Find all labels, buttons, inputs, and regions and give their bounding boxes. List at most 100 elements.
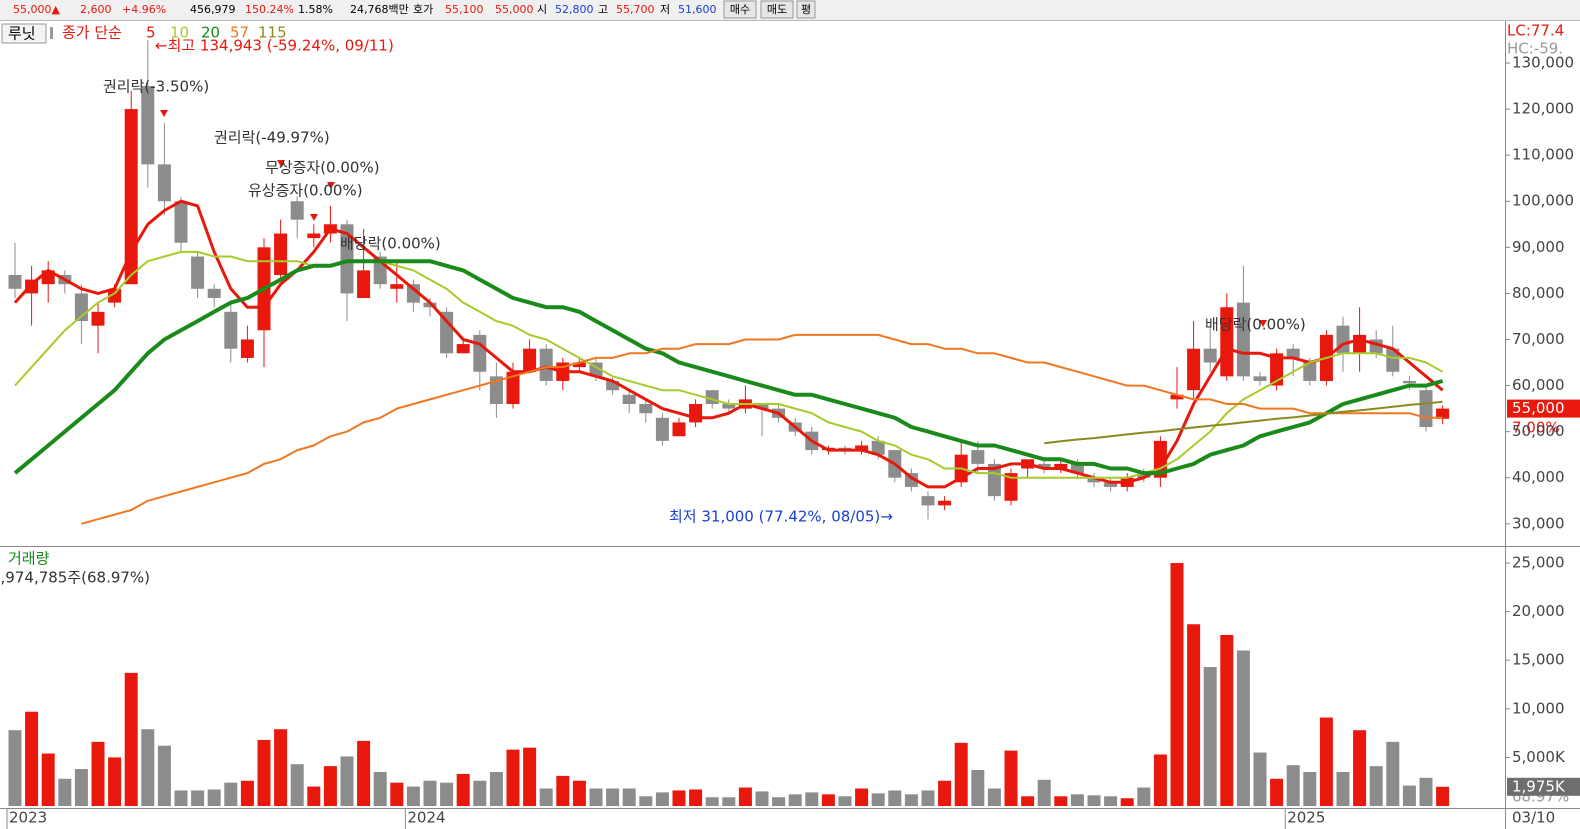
volume-bar bbox=[888, 790, 902, 806]
candle-body bbox=[539, 348, 553, 381]
header-value: 55,000 bbox=[495, 3, 534, 16]
volume-bar bbox=[207, 789, 221, 806]
candle-body bbox=[174, 201, 188, 243]
volume-bar bbox=[1203, 667, 1217, 806]
volume-bar bbox=[1021, 796, 1035, 806]
volume-bar bbox=[1037, 779, 1051, 806]
volume-bar bbox=[1303, 771, 1317, 806]
volume-bar bbox=[456, 773, 470, 806]
volume-y-tick-label: 5,000K bbox=[1512, 748, 1566, 766]
volume-bar bbox=[1236, 650, 1250, 806]
volume-bar bbox=[556, 775, 570, 806]
volume-bar bbox=[191, 790, 205, 806]
volume-bar bbox=[1004, 750, 1018, 806]
volume-bar bbox=[1402, 785, 1416, 806]
candle-body bbox=[1303, 362, 1317, 381]
annotation: 권리락(-3.50%) bbox=[103, 78, 209, 96]
volume-bar bbox=[689, 789, 703, 806]
volume-bar bbox=[539, 788, 553, 806]
volume-bar bbox=[921, 790, 935, 806]
header-button-label: 매도 bbox=[767, 3, 787, 16]
header-value: 고 bbox=[598, 3, 608, 16]
last-price-box bbox=[1507, 399, 1580, 418]
candle-body bbox=[423, 302, 437, 308]
volume-bar bbox=[274, 729, 288, 806]
candle-body bbox=[8, 274, 22, 289]
volume-bar bbox=[1170, 563, 1184, 806]
annotation: 배당락(0.00%) bbox=[1205, 316, 1306, 334]
candle-body bbox=[1270, 353, 1284, 386]
volume-bar bbox=[1120, 798, 1134, 806]
candle-body bbox=[523, 348, 537, 372]
header-value: 55,700 bbox=[616, 3, 655, 16]
candle-body bbox=[1386, 348, 1400, 372]
volume-bar bbox=[1054, 796, 1068, 806]
header-value: +4.96% bbox=[122, 3, 166, 16]
candle-body bbox=[1286, 348, 1300, 358]
change-label: 7.00% bbox=[1512, 419, 1560, 437]
volume-bar bbox=[307, 786, 321, 806]
candle-body bbox=[689, 403, 703, 423]
header-button[interactable] bbox=[760, 0, 794, 19]
hc-label: HC:-59. bbox=[1507, 40, 1563, 58]
header-value: 시 bbox=[537, 3, 547, 16]
volume-bar bbox=[1419, 777, 1433, 806]
volume-bar bbox=[157, 745, 171, 806]
candle-body bbox=[1236, 302, 1250, 377]
candle-body bbox=[1170, 394, 1184, 400]
last-volume-box bbox=[1507, 777, 1580, 796]
volume-bar bbox=[1253, 752, 1267, 806]
candle-body bbox=[755, 403, 769, 409]
volume-bar bbox=[340, 756, 354, 806]
volume-bar bbox=[655, 792, 669, 806]
header-value: 51,600 bbox=[678, 3, 717, 16]
candle-body bbox=[1402, 380, 1416, 384]
y-tick-label: 120,000 bbox=[1512, 100, 1574, 118]
candle-body bbox=[91, 311, 105, 326]
volume-bar bbox=[174, 790, 188, 806]
y-tick-label: 110,000 bbox=[1512, 146, 1574, 164]
volume-bar bbox=[672, 790, 686, 806]
stock-box[interactable] bbox=[1, 23, 47, 44]
volume-bar bbox=[357, 740, 371, 806]
header-button[interactable] bbox=[796, 0, 816, 19]
volume-bar bbox=[1104, 796, 1118, 806]
volume-bar bbox=[440, 782, 454, 806]
volume-bar bbox=[855, 788, 869, 806]
volume-bar bbox=[224, 782, 238, 806]
volume-bar bbox=[473, 780, 487, 806]
candle-body bbox=[1187, 348, 1201, 391]
candle-body bbox=[921, 496, 935, 506]
header-button[interactable] bbox=[723, 0, 757, 19]
volume-bar bbox=[805, 792, 819, 806]
candle-body bbox=[108, 288, 122, 303]
volume-bar bbox=[1187, 624, 1201, 806]
candle-body bbox=[1353, 334, 1367, 354]
candle-body bbox=[456, 344, 470, 354]
candle-body bbox=[290, 201, 304, 220]
header-value: 52,800 bbox=[555, 3, 594, 16]
volume-bar bbox=[772, 797, 786, 806]
volume-bar bbox=[1436, 786, 1450, 806]
y-tick-label: 50,000 bbox=[1512, 422, 1565, 440]
candle-body bbox=[855, 445, 869, 451]
volume-bar bbox=[987, 788, 1001, 806]
candle-body bbox=[722, 403, 736, 409]
candle-body bbox=[406, 284, 420, 303]
candle-body bbox=[224, 311, 238, 349]
candle-body bbox=[1004, 473, 1018, 501]
volume-bar bbox=[1220, 634, 1234, 806]
volume-bar bbox=[523, 747, 537, 806]
volume-bar bbox=[622, 788, 636, 806]
stock-name: 루닛 bbox=[8, 25, 36, 43]
y-tick-label: 130,000 bbox=[1512, 54, 1574, 72]
header-value: 456,979 bbox=[190, 3, 236, 16]
volume-bar bbox=[954, 742, 968, 806]
x-tick-label: 2024 bbox=[407, 809, 445, 827]
volume-y-tick-label: 15,000 bbox=[1512, 651, 1565, 669]
legend-entry: 20 bbox=[201, 24, 220, 42]
candle-body bbox=[1253, 376, 1267, 381]
candle-body bbox=[191, 256, 205, 289]
y-tick-label: 70,000 bbox=[1512, 330, 1565, 348]
